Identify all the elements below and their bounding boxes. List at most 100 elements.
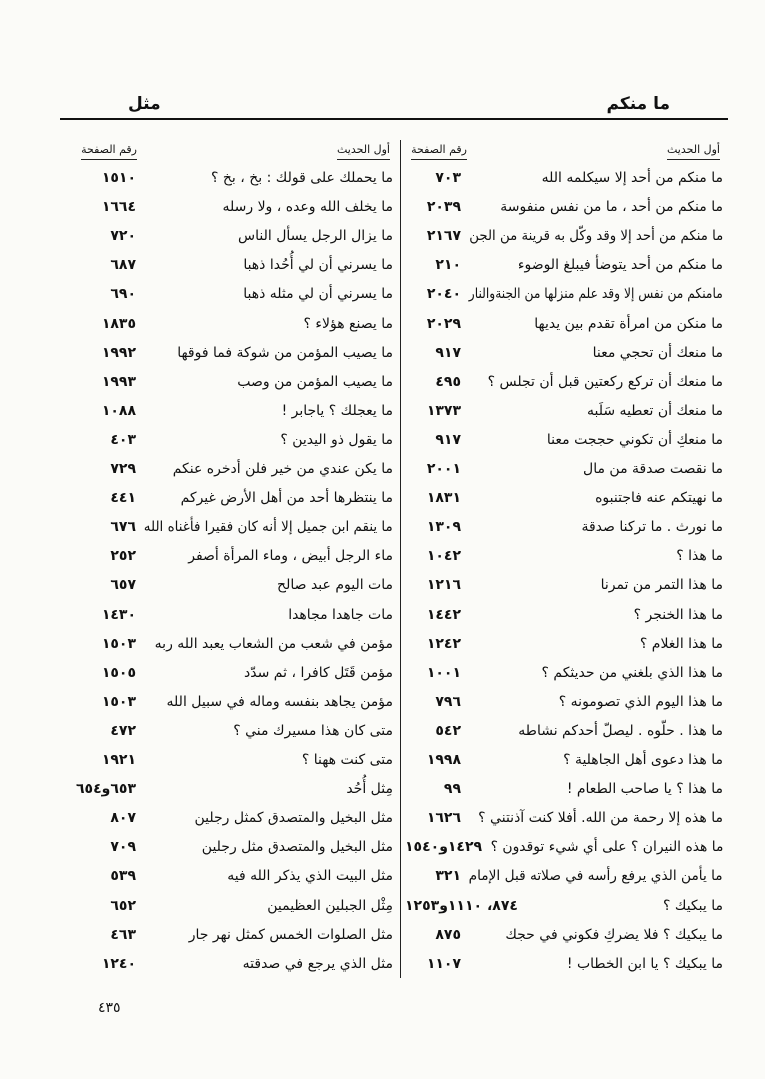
entry-page-number: ٢١٦٧ (426, 228, 461, 245)
entry-text: ما يسرني أن لي أُحُدا ذهبا (243, 257, 393, 274)
entry-page-number: ٨٧٥ (435, 926, 461, 943)
entry-text: ما يسرني أن لي مثله ذهبا (243, 286, 393, 303)
header-rule (60, 118, 728, 120)
left-col-header-hadith: أول الحديث (336, 143, 390, 160)
entry-text: ما يبكيك ؟ فلا يضركِ فكوني في حجك (505, 926, 723, 943)
entry-page-number: ٥٤٢ (435, 722, 461, 739)
entry-text: مثل الصلوات الخمس كمثل نهر جار (188, 926, 393, 943)
entry-text: مثل البيت الذي يذكر الله فيه (227, 868, 393, 885)
entry-page-number: ٧٩٦ (435, 693, 461, 710)
entry-text: ما ينقم ابن جميل إلا أنه كان فقيرا فأغنا… (144, 519, 393, 536)
entry-page-number: ١١٠٧ (426, 955, 461, 972)
entry-page-number: ١٦٢٦ (426, 810, 461, 827)
entry-page-number: ٢٠٠١ (426, 461, 461, 477)
entry-text: ما هذه إلا رحمة من الله. أفلا كنت آذنتني… (478, 810, 723, 827)
entry-text: ما هذا ؟ يا صاحب الطعام ! (566, 781, 723, 798)
entry-text: مِثل أُحُد (346, 781, 393, 798)
entry-page-number: ١٩٩٣ (101, 373, 136, 390)
entry-page-number: ٥٣٩ (110, 868, 136, 885)
column-divider (400, 140, 401, 978)
entry-page-number: ٧٢٠ (110, 228, 136, 245)
entry-page-number: ١٨٣٥ (101, 315, 136, 332)
entry-text: ما يكن عندي من خير فلن أدخره عنكم (172, 461, 393, 477)
entry-page-number: ١٥٠٣ (101, 635, 136, 652)
entry-page-number: ١٥٠٣ (101, 693, 136, 710)
entry-text: ما منكن من امرأة تقدم بين يديها (534, 315, 723, 332)
entry-text: ما هذا . حلّوه . ليصلّ أحدكم نشاطه (518, 722, 723, 739)
entry-text: مؤمن في شعب من الشعاب يعبد الله ربه (154, 635, 393, 652)
entry-text: ما هذا الذي بلغني من حديثكم ؟ (541, 664, 724, 681)
entry-page-number: ١٩٩٨ (426, 752, 461, 768)
entry-page-number: ٧٠٣ (435, 170, 461, 186)
entry-page-number: ٤٤١ (110, 490, 136, 507)
entry-page-number: ١٠٨٨ (101, 402, 136, 419)
entry-page-number: ٨٧٤، ١١١٠و١٢٥٣ (405, 897, 518, 914)
entry-text: مِثْل الجبلين العظيمين (267, 897, 393, 914)
entry-text: ما يقول ذو اليدين ؟ (280, 431, 393, 448)
entry-page-number: ٢٠٢٩ (426, 315, 461, 332)
entry-page-number: ٦٧٦ (110, 519, 136, 536)
entry-page-number: ٦٥٢ (110, 897, 136, 914)
entry-text: ما منعك أن تركع ركعتين قبل أن تجلس ؟ (487, 373, 723, 390)
entry-page-number: ١٥٠٥ (101, 664, 136, 681)
entry-text: ما منكم من أحد إلا وقد وكّل به قرينة من … (469, 228, 723, 245)
entry-page-number: ١٢٤٠ (101, 955, 136, 972)
entry-page-number: ٢٠٣٩ (426, 199, 461, 216)
entry-text: ما يصيب المؤمن من وصب (237, 373, 393, 390)
entry-page-number: ١٤٣٠ (101, 606, 136, 623)
entry-text: مؤمن قَتَل كافرا ، ثم سدّد (244, 664, 393, 681)
entry-page-number: ٣٢١ (435, 868, 461, 885)
entry-page-number: ١٤٤٢ (426, 606, 461, 623)
entry-text: ما يبكيك ؟ يا ابن الخطاب ! (566, 955, 723, 972)
entry-text: ما منعكِ أن تكوني حججت معنا (546, 431, 723, 448)
entry-page-number: ٦٩٠ (110, 286, 136, 303)
entry-page-number: ٤٠٣ (110, 431, 136, 448)
entry-text: ما يخلف الله وعده ، ولا رسله (222, 199, 393, 216)
entry-text: ما نهيتكم عنه فاجتنبوه (595, 490, 723, 507)
entry-text: مامنكم من نفس إلا وقد علم منزلها من الجن… (468, 286, 723, 303)
right-col-header-page: رقم الصفحة (411, 143, 467, 160)
entry-page-number: ١٣٧٣ (426, 402, 461, 419)
entry-page-number: ١٤٢٩و١٥٤٠ (405, 839, 483, 856)
entry-text: ما يأمن الذي يرفع رأسه في صلاته قبل الإم… (468, 868, 723, 885)
entry-page-number: ١٩٢١ (101, 752, 136, 768)
entry-text: مؤمن يجاهد بنفسه وماله في سبيل الله (166, 693, 393, 710)
entry-text: ما يزال الرجل يسأل الناس (238, 228, 393, 245)
entry-text: ماء الرجل أبيض ، وماء المرأة أصفر (188, 548, 393, 565)
entry-page-number: ١٥١٠ (101, 170, 136, 186)
entry-text: ما يصنع هؤلاء ؟ (303, 315, 393, 332)
entry-page-number: ٩١٧ (435, 431, 461, 448)
entry-text: متى كنت ههنا ؟ (301, 752, 393, 768)
entry-text: ما هذا اليوم الذي تصومونه ؟ (558, 693, 723, 710)
entry-page-number: ٧٢٩ (110, 461, 136, 477)
running-header-left: مثل (128, 94, 161, 114)
entry-text: مات جاهدا مجاهدا (288, 606, 393, 623)
entry-text: ما هذا الخنجر ؟ (633, 606, 723, 623)
entry-page-number: ١٨٣١ (426, 490, 461, 507)
entry-text: ما منكم من أحد يتوضأ فيبلغ الوضوء (517, 257, 723, 274)
entry-page-number: ٦٥٣و٦٥٤ (76, 781, 136, 798)
entry-page-number: ٦٨٧ (110, 257, 136, 274)
entry-text: مثل البخيل والمتصدق مثل رجلين (201, 839, 393, 856)
entry-page-number: ٢٥٢ (110, 548, 136, 565)
entry-text: ما منعك أن تعطيه سَلَبه (587, 402, 723, 419)
entry-page-number: ٦٥٧ (110, 577, 136, 594)
entry-text: ما يصيب المؤمن من شوكة فما فوقها (177, 344, 393, 361)
running-header-right: ما منكم (606, 94, 670, 114)
entry-page-number: ٨٠٧ (110, 810, 136, 827)
entry-page-number: ٢١٠ (435, 257, 461, 274)
entry-page-number: ٢٠٤٠ (426, 286, 461, 303)
entry-page-number: ١٩٩٢ (101, 344, 136, 361)
entry-text: ما يحملك على قولك : بخ ، بخ ؟ (210, 170, 393, 186)
entry-page-number: ٤٦٣ (110, 926, 136, 943)
entry-text: ما هذا ؟ (676, 548, 723, 565)
entry-text: ما نورث . ما تركنا صدقة (581, 519, 723, 536)
entry-text: ما نقصت صدقة من مال (583, 461, 723, 477)
entry-text: ما منعك أن تحجي معنا (592, 344, 723, 361)
entry-page-number: ٩١٧ (435, 344, 461, 361)
entry-page-number: ٧٠٩ (110, 839, 136, 856)
page-number: ٤٣٥ (98, 1000, 121, 1016)
entry-page-number: ٩٩ (443, 781, 461, 798)
entry-page-number: ٤٩٥ (435, 373, 461, 390)
entry-page-number: ١٦٦٤ (101, 199, 136, 216)
